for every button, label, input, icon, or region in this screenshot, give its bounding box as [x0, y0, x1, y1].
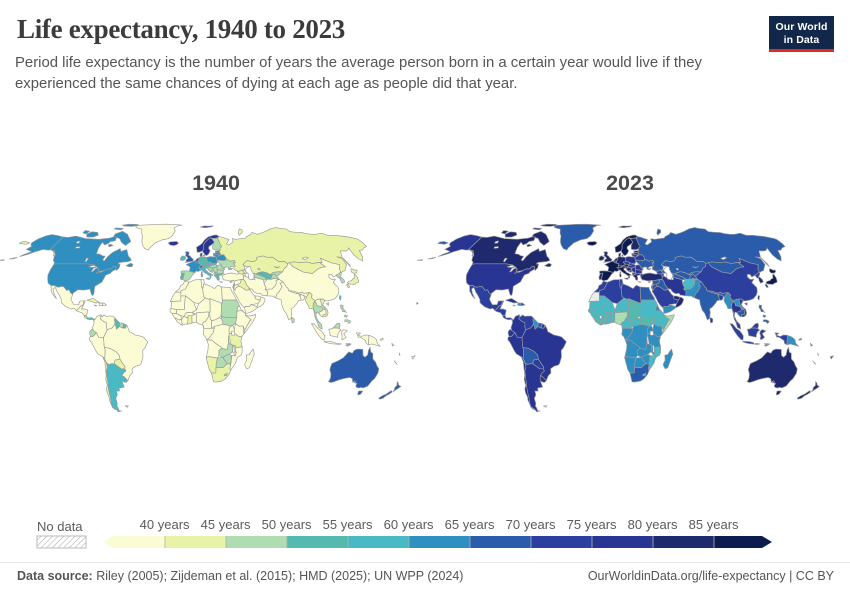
svg-text:55 years: 55 years [323, 517, 373, 532]
svg-text:60 years: 60 years [384, 517, 434, 532]
svg-text:50 years: 50 years [262, 517, 312, 532]
svg-text:70 years: 70 years [506, 517, 556, 532]
svg-text:65 years: 65 years [445, 517, 495, 532]
svg-text:80 years: 80 years [628, 517, 678, 532]
svg-text:40 years: 40 years [140, 517, 190, 532]
svg-text:85 years: 85 years [689, 517, 739, 532]
svg-text:45 years: 45 years [201, 517, 251, 532]
svg-text:75 years: 75 years [567, 517, 617, 532]
